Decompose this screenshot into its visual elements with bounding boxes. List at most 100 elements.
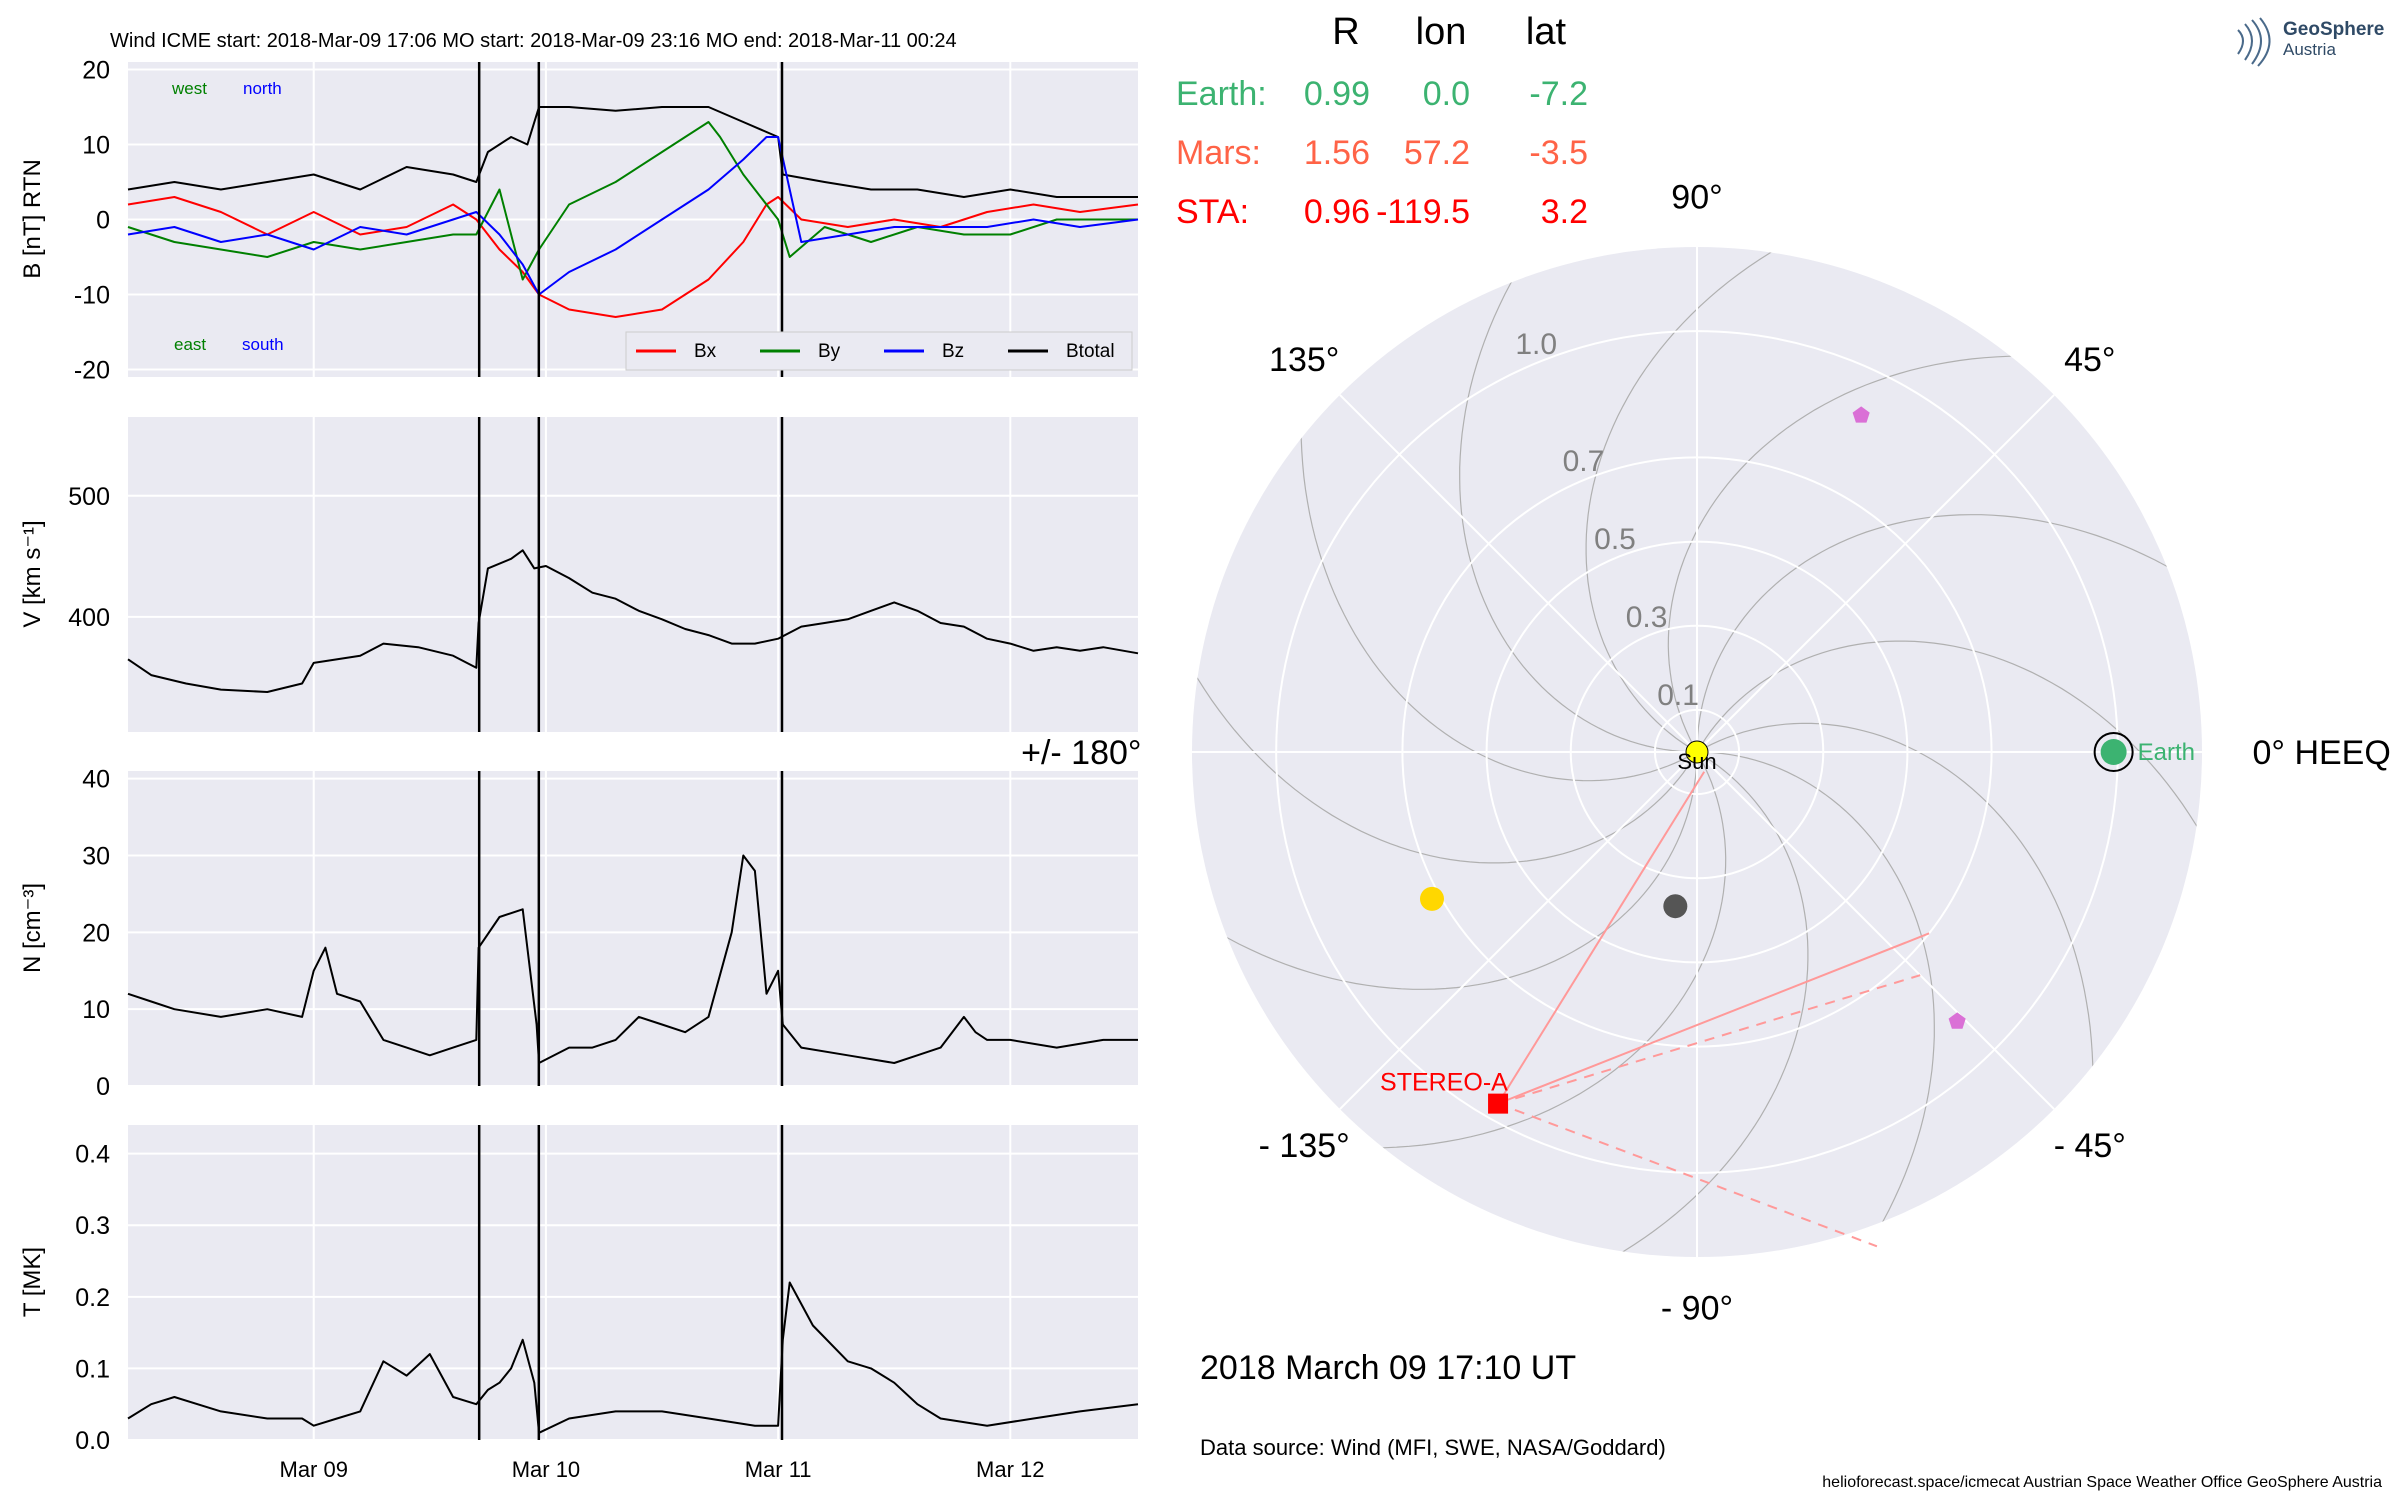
data-source-label: Data source: Wind (MFI, SWE, NASA/Goddar… <box>1200 1435 1666 1460</box>
stereo-a-marker <box>1488 1093 1509 1114</box>
spacecraft-marker <box>1948 1012 1966 1029</box>
parker-spirals <box>1192 247 2202 1257</box>
position-row: STA: 0.96 -119.5 3.2 <box>1176 193 1588 231</box>
y-tick-labels: 40 30 20 10 0 <box>82 766 110 1101</box>
y-tick-label: 10 <box>82 132 110 160</box>
panel-grid <box>128 771 1138 1087</box>
value-lon: 0.0 <box>1423 75 1470 113</box>
y-tick-label: 0.0 <box>75 1427 110 1455</box>
position-row: Earth: 0.99 0.0 -7.2 <box>1176 75 1588 113</box>
value-lon: -119.5 <box>1376 193 1470 231</box>
panel-grid <box>128 1125 1138 1441</box>
planet-markers: Sun Earth STEREO-A <box>1380 406 2195 1114</box>
x-tick-label: Mar 09 <box>280 1457 348 1482</box>
y-tick-label: 0.3 <box>75 1212 110 1240</box>
body-name: STA: <box>1176 193 1249 231</box>
series-line-t <box>127 1281 1139 1434</box>
label-north: north <box>243 79 282 98</box>
legend-label-bx: Bx <box>694 341 717 362</box>
value-lat: -3.5 <box>1529 134 1588 172</box>
series-line-bx <box>127 196 1139 318</box>
fov-line <box>1497 1102 1878 1248</box>
y-tick-label: -20 <box>74 357 110 385</box>
position-table: R lon lat Earth: 0.99 0.0 -7.2 Mars: 1.56 57.2… <box>1176 11 1588 231</box>
parker-spiral-line <box>1696 514 2190 753</box>
parker-spiral-line <box>1600 751 1809 1257</box>
parker-spiral-line <box>1696 751 1935 1245</box>
grid-spoke <box>1696 751 2055 1110</box>
panel-b-field: 20 10 0 -10 -20 B [nT] RTN west north east s… <box>19 57 1139 385</box>
y-tick-label: 10 <box>82 996 110 1024</box>
y-tick-label: 20 <box>82 57 110 85</box>
y-tick-label: 40 <box>82 766 110 794</box>
angle-label: 45° <box>2064 341 2115 379</box>
x-tick-label: Mar 11 <box>745 1457 812 1482</box>
sun-label: Sun <box>1677 749 1716 774</box>
parker-spiral-line <box>1192 655 1698 864</box>
y-tick-label: 20 <box>82 919 110 947</box>
y-tick-label: 0 <box>96 1073 110 1101</box>
angle-label: 90° <box>1671 179 1722 217</box>
series-line-by <box>127 121 1138 281</box>
earth-marker <box>2100 739 2127 765</box>
y-axis-label: B [nT] RTN <box>19 159 46 279</box>
logo-line2: Austria <box>2283 40 2336 59</box>
radial-tick-label: 0.7 <box>1563 445 1605 478</box>
angle-label: - 90° <box>1661 1290 1733 1328</box>
y-tick-label: -10 <box>74 282 110 310</box>
angle-label: - 45° <box>2054 1127 2126 1165</box>
stereo-a-fov-lines <box>1497 771 1930 1248</box>
body-name: Mars: <box>1176 134 1261 172</box>
radial-tick-label: 0.5 <box>1594 523 1636 556</box>
radial-tick-label: 0.3 <box>1626 601 1668 634</box>
parker-spiral-line <box>1356 751 1727 1149</box>
series-line-v <box>127 549 1139 693</box>
legend-label-bz: Bz <box>942 341 964 362</box>
fov-line <box>1497 932 1930 1105</box>
spacecraft-marker <box>1852 406 1870 423</box>
position-rows: Earth: 0.99 0.0 -7.2 Mars: 1.56 57.2 -3.5 STA: 0.… <box>1176 75 1588 231</box>
value-r: 0.96 <box>1304 193 1370 231</box>
y-tick-label: 0.4 <box>75 1141 110 1169</box>
header-lon: lon <box>1416 11 1467 53</box>
value-r: 0.99 <box>1304 75 1370 113</box>
y-axis-label: N [cm⁻³] <box>19 883 46 973</box>
panel-background <box>128 1125 1138 1440</box>
value-r: 1.56 <box>1304 134 1370 172</box>
label-south: south <box>242 335 284 354</box>
header-lat: lat <box>1526 11 1567 53</box>
fov-line <box>1497 771 1706 1105</box>
parker-spiral-line <box>1585 247 1794 753</box>
value-lon: 57.2 <box>1404 134 1470 172</box>
event-boundaries <box>477 62 784 377</box>
event-boundaries <box>477 417 784 732</box>
y-tick-labels: 0.4 0.3 0.2 0.1 0.0 <box>75 1141 110 1455</box>
insitu-header: Wind ICME start: 2018-Mar-09 17:06 MO st… <box>110 30 957 52</box>
sun-marker <box>1685 740 1709 764</box>
grid-spoke <box>1696 394 2055 753</box>
polar-plot: 0.1 0.3 0.5 0.7 1.0 90° 45° 0° HEEQ - 45° - 90° -… <box>1021 179 2391 1328</box>
insitu-panels: Wind ICME start: 2018-Mar-09 17:06 MO st… <box>19 30 1139 1482</box>
earth-ring <box>2093 732 2134 772</box>
parker-spiral-line <box>1300 411 1698 782</box>
logo-mark-icon <box>2237 17 2271 67</box>
panel-background <box>128 417 1138 732</box>
x-tick-label: Mar 12 <box>976 1457 1044 1482</box>
x-tick-label: Mar 10 <box>512 1457 580 1482</box>
planet-marker <box>1663 894 1688 919</box>
body-name: Earth: <box>1176 75 1267 113</box>
series-line-n <box>127 854 1138 1064</box>
y-tick-label: 0 <box>96 207 110 235</box>
y-tick-label: 500 <box>68 483 110 511</box>
planet-marker <box>1419 886 1444 911</box>
angle-label: 0° HEEQ <box>2253 734 2391 772</box>
panel-background <box>128 771 1138 1086</box>
y-tick-label: 0.2 <box>75 1284 110 1312</box>
y-axis-label: T [MK] <box>19 1247 46 1317</box>
panel-grid <box>128 417 1138 732</box>
stereo-a-label: STEREO-A <box>1380 1069 1508 1097</box>
radial-tick-label: 0.1 <box>1657 679 1699 712</box>
label-west: west <box>171 79 207 98</box>
series-line-bz <box>127 136 1139 296</box>
